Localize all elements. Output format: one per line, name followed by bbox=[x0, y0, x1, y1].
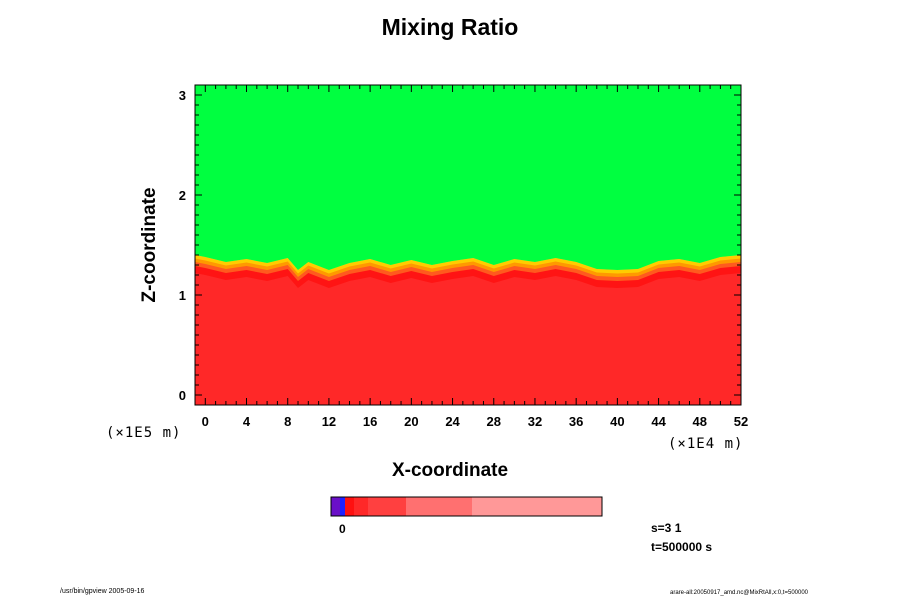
x-tick-label: 44 bbox=[651, 414, 666, 429]
y-tick-label: 0 bbox=[179, 388, 186, 403]
x-tick-label: 48 bbox=[693, 414, 707, 429]
x-tick-label: 36 bbox=[569, 414, 583, 429]
x-tick-label: 24 bbox=[445, 414, 460, 429]
colorbar-zero-label: 0 bbox=[339, 522, 346, 536]
colorbar-segment bbox=[331, 497, 340, 516]
colorbar-segment bbox=[354, 497, 368, 516]
x-tick-label: 20 bbox=[404, 414, 418, 429]
x-tick-label: 40 bbox=[610, 414, 624, 429]
y-tick-label: 3 bbox=[179, 88, 186, 103]
x-tick-label: 32 bbox=[528, 414, 542, 429]
x-tick-label: 4 bbox=[243, 414, 251, 429]
colorbar-segment bbox=[340, 497, 345, 516]
field-layers bbox=[195, 85, 741, 405]
upper-layer-fill bbox=[195, 85, 741, 270]
y-axis-unit: (×1E5 m) bbox=[106, 425, 182, 441]
x-tick-label: 28 bbox=[487, 414, 501, 429]
time-info: t=500000 s bbox=[651, 540, 713, 554]
x-axis-label: X-coordinate bbox=[391, 460, 509, 481]
y-tick-label: 1 bbox=[179, 288, 186, 303]
colorbar-segment bbox=[368, 497, 406, 516]
axis-ticks bbox=[195, 84, 742, 406]
x-tick-label: 12 bbox=[322, 414, 336, 429]
x-tick-label: 0 bbox=[202, 414, 209, 429]
colorbar bbox=[330, 496, 603, 517]
chart-title: Mixing Ratio bbox=[381, 14, 519, 40]
x-tick-label: 16 bbox=[363, 414, 377, 429]
colorbar-segment bbox=[345, 497, 354, 516]
colorbar-frame bbox=[330, 496, 603, 517]
x-tick-label: 52 bbox=[734, 414, 748, 429]
slice-info: s=3 1 bbox=[651, 521, 682, 535]
colorbar-segment bbox=[472, 497, 602, 516]
y-tick-label: 2 bbox=[179, 188, 186, 203]
footer-source: arare-all:20050917_amd.nc@MixRtAll,x:0,t… bbox=[670, 590, 809, 596]
x-axis-unit: (×1E4 m) bbox=[668, 436, 744, 452]
colorbar-segment bbox=[406, 497, 472, 516]
footer-command: /usr/bin/gpview 2005-09-16 bbox=[60, 588, 145, 595]
y-axis-label: Z-coordinate bbox=[139, 187, 160, 303]
x-tick-label: 8 bbox=[284, 414, 291, 429]
